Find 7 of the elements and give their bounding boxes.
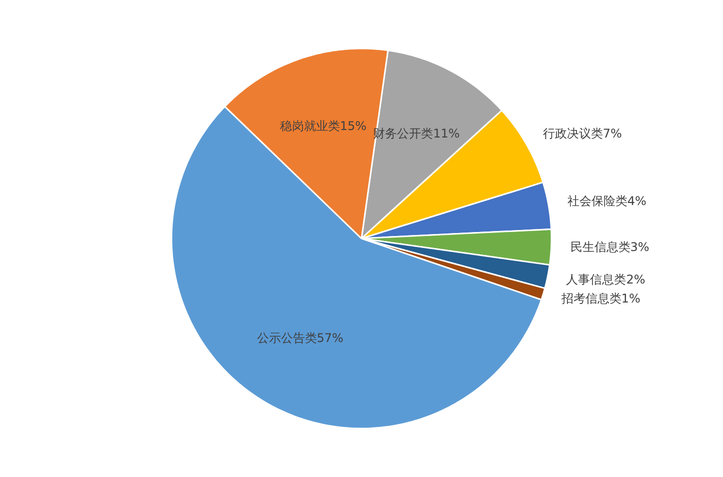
slice-label: 行政决议类7% [542, 126, 622, 141]
slice-label: 公示公告类57% [256, 331, 344, 346]
slice-label: 社会保险类4% [567, 194, 646, 208]
slice-label: 招考信息类1% [560, 292, 640, 306]
slice-label: 稳岗就业类15% [280, 119, 366, 134]
slice-label: 人事信息类2% [566, 272, 646, 287]
slice-label: 民生信息类3% [570, 240, 650, 254]
